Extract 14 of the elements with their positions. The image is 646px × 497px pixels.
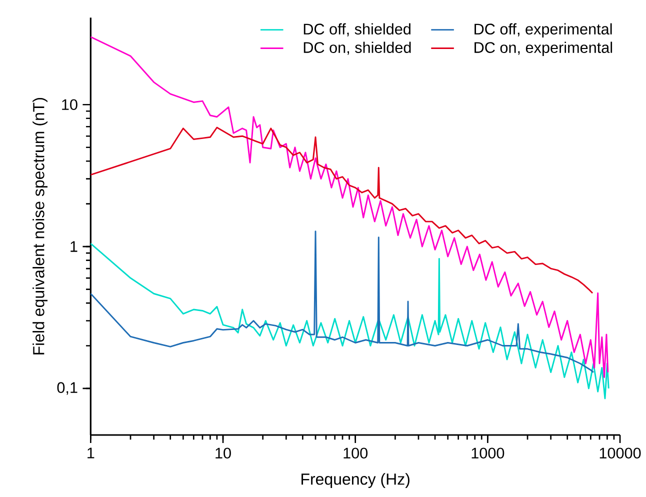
x-axis-title: Frequency (Hz) (302, 473, 410, 488)
x-tick-label: 1 (88, 448, 94, 458)
legend-label: DC off, experimental (474, 23, 612, 38)
x-tick-label: 100 (344, 448, 368, 459)
legend-label: DC on, experimental (474, 42, 612, 56)
legend-label: DC on, shielded (304, 42, 411, 55)
y-tick-label: 10 (62, 99, 78, 110)
y-tick-label: 0,1 (57, 382, 78, 395)
x-tick-label: 10 (216, 448, 231, 459)
x-tick-label: 10000 (600, 448, 641, 459)
legend-label: DC off, shielded (304, 23, 410, 36)
y-axis-title: Field equivalent noise spectrum (nT) (32, 98, 48, 354)
y-tick-label: 1 (70, 241, 78, 252)
x-tick-label: 1000 (472, 448, 504, 459)
